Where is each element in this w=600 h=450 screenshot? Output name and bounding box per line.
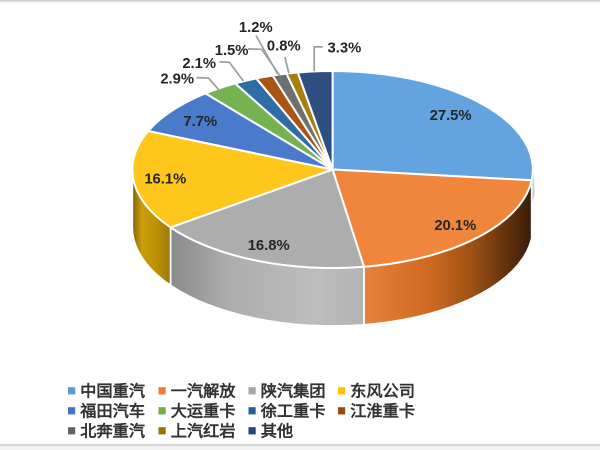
svg-text:27.5%: 27.5%: [430, 108, 472, 124]
svg-text:1.5%: 1.5%: [215, 43, 249, 59]
svg-text:16.8%: 16.8%: [248, 238, 290, 254]
svg-text:2.9%: 2.9%: [160, 72, 194, 88]
svg-text:3.3%: 3.3%: [328, 40, 362, 56]
svg-text:0.8%: 0.8%: [267, 38, 301, 54]
svg-text:16.1%: 16.1%: [144, 172, 186, 188]
svg-text:2.1%: 2.1%: [182, 56, 216, 72]
svg-text:20.1%: 20.1%: [434, 218, 476, 234]
svg-text:1.2%: 1.2%: [239, 20, 273, 36]
svg-text:7.7%: 7.7%: [183, 114, 217, 130]
